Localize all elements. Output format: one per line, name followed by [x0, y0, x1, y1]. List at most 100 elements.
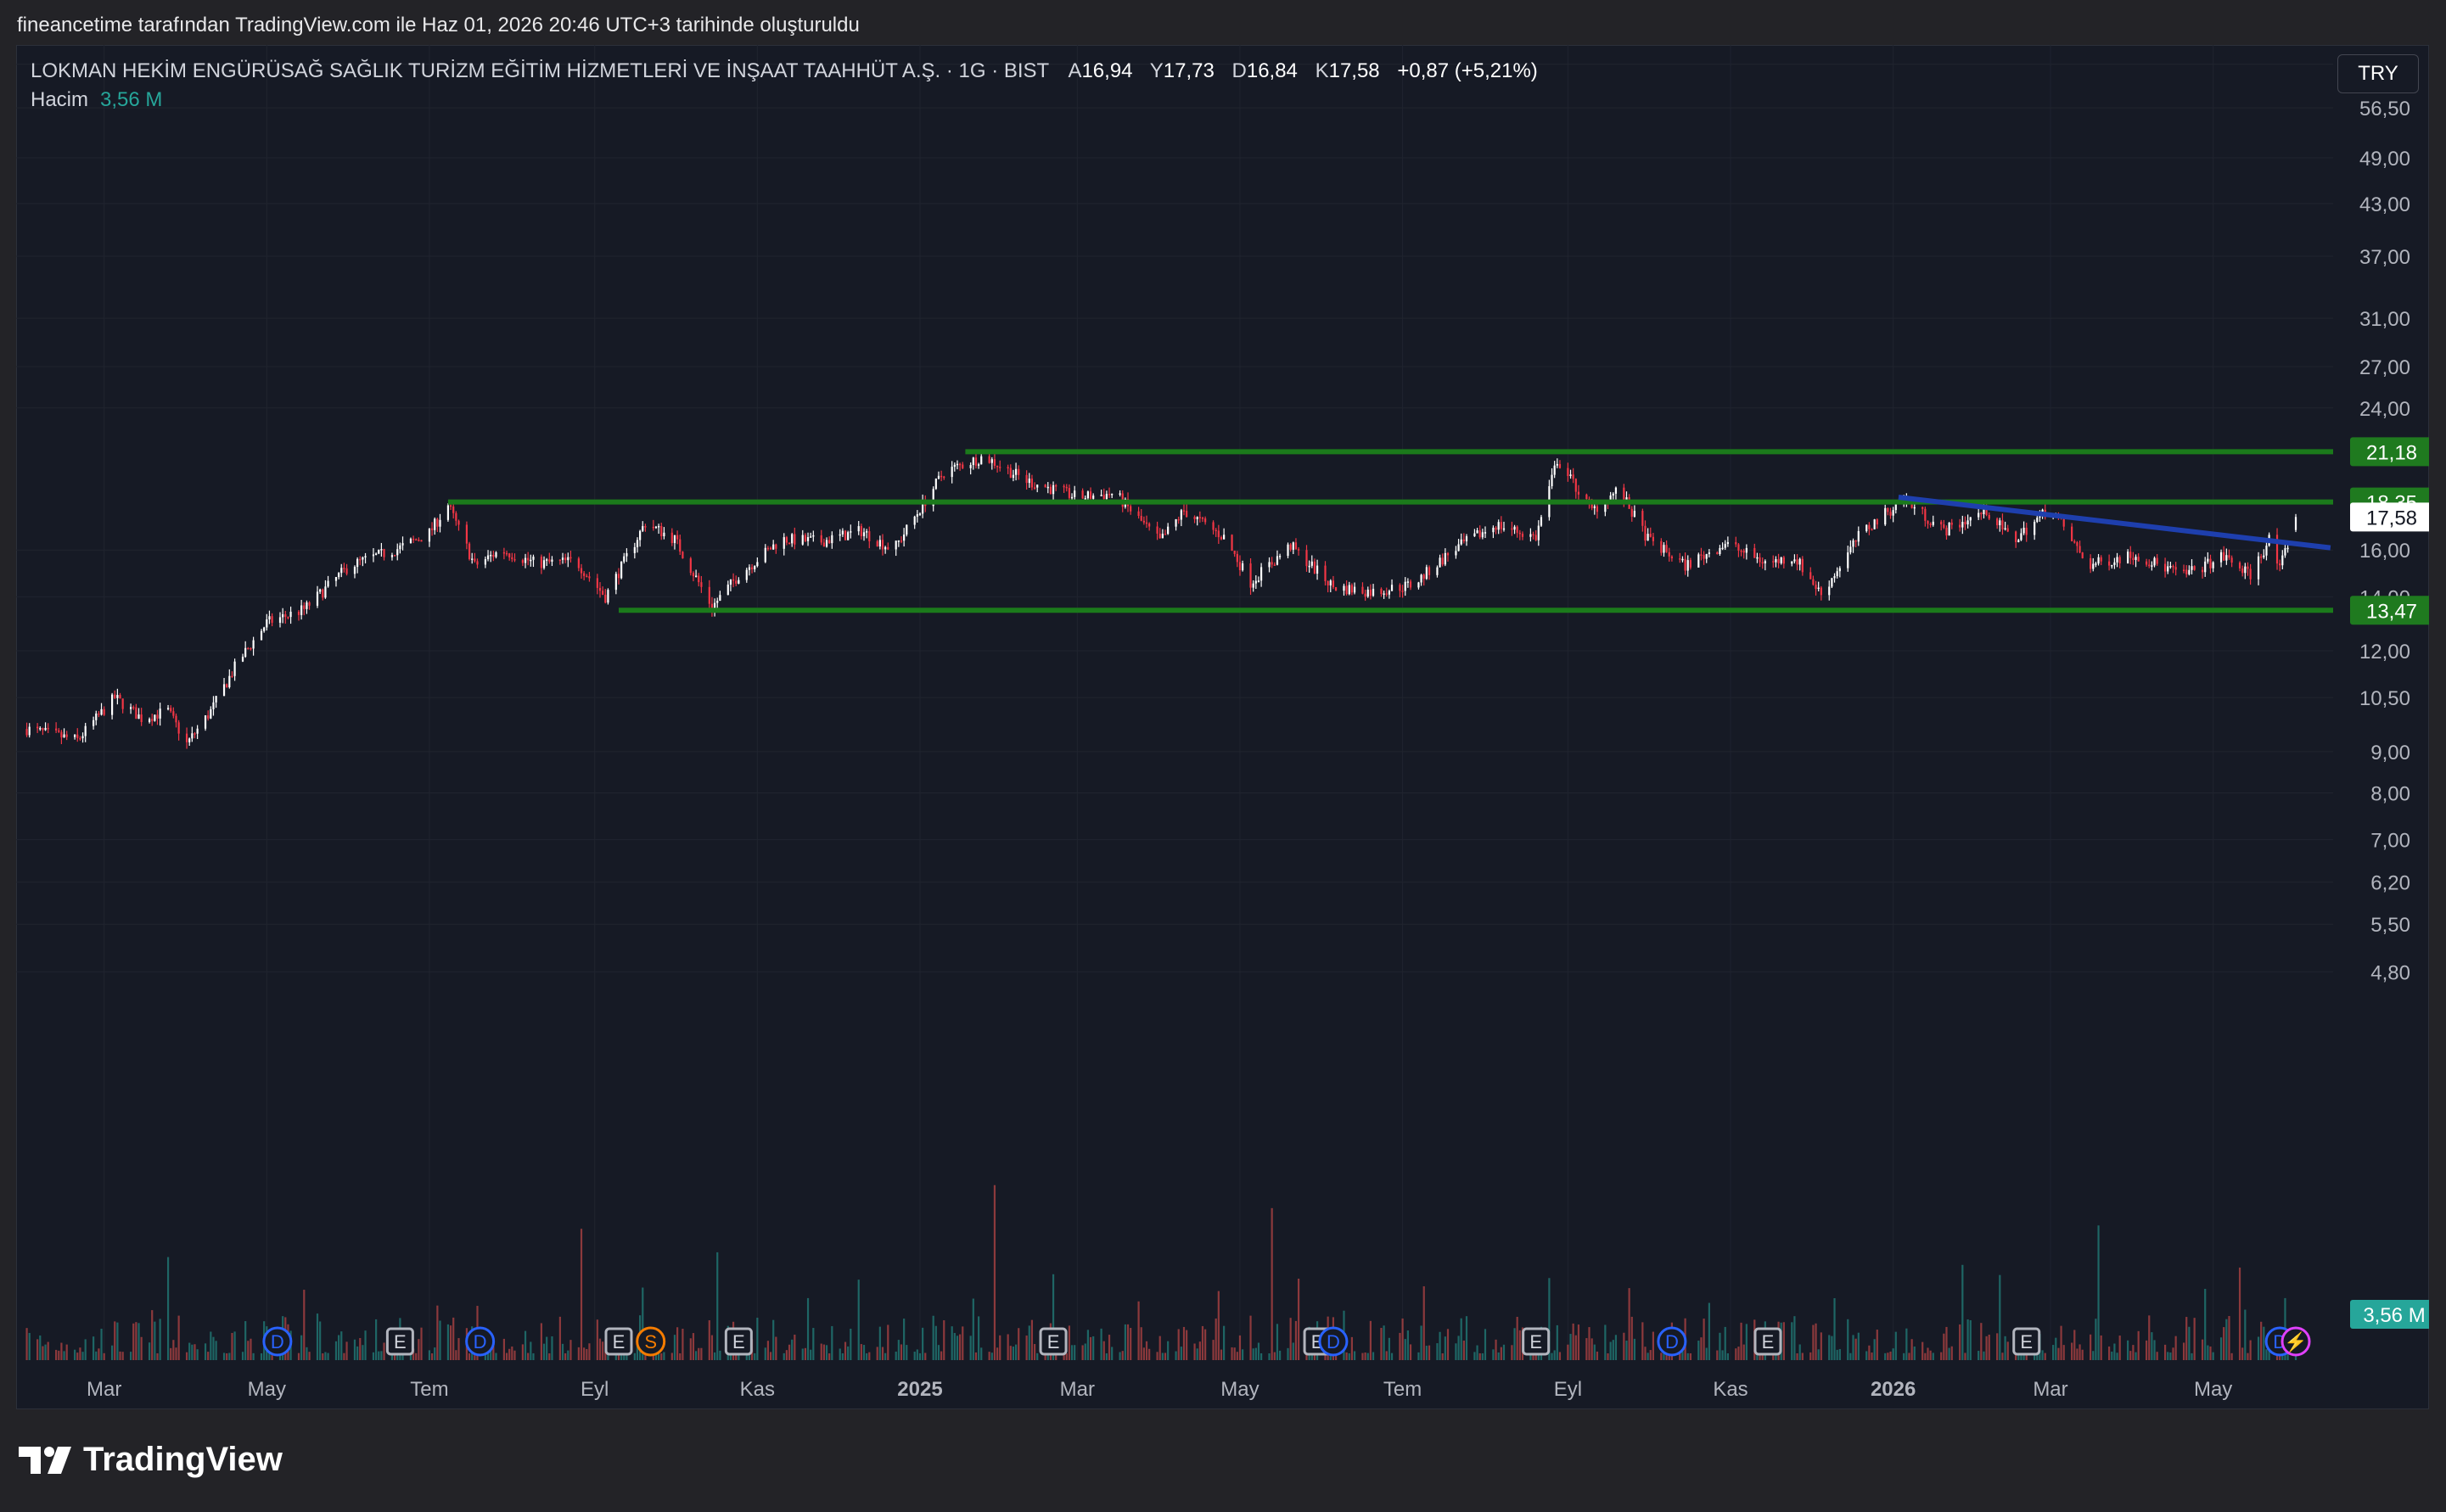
candle-body — [794, 534, 796, 545]
candle-body — [700, 582, 703, 587]
earnings-marker[interactable] — [1039, 1327, 1068, 1356]
candle-body — [1313, 561, 1316, 574]
candle-body — [1068, 488, 1071, 498]
candle-body — [364, 556, 367, 557]
earnings-marker[interactable] — [2012, 1327, 2041, 1356]
earnings-marker[interactable] — [724, 1327, 753, 1356]
candle-body — [2127, 552, 2129, 563]
volume-bar — [716, 1252, 719, 1360]
candle-body — [476, 561, 479, 565]
volume-bar — [2004, 1336, 2006, 1360]
volume-bar — [2204, 1289, 2207, 1360]
candle-body — [1334, 587, 1338, 591]
candle-body — [820, 535, 822, 543]
currency-button[interactable]: TRY — [2337, 54, 2419, 93]
volume-bar — [2034, 1352, 2036, 1360]
candle-body — [434, 518, 436, 530]
volume-bar — [1126, 1324, 1130, 1360]
price-chart[interactable]: 64,0056,5049,0043,0037,0031,0027,0024,00… — [16, 45, 2429, 1409]
volume-bar — [1074, 1345, 1076, 1360]
split-marker[interactable] — [636, 1326, 666, 1357]
candle-body — [2191, 566, 2193, 570]
news-marker[interactable] — [2281, 1326, 2311, 1357]
dividend-marker[interactable] — [262, 1326, 293, 1357]
volume-bar — [39, 1335, 42, 1360]
volume-bar — [495, 1352, 497, 1360]
earnings-marker[interactable] — [1753, 1327, 1782, 1356]
candle-body — [713, 602, 716, 611]
volume-bar — [1950, 1346, 1953, 1360]
candle-body — [1894, 503, 1897, 511]
volume-bar — [860, 1344, 862, 1360]
candle-body — [839, 534, 841, 536]
last-price-label-bg — [2350, 502, 2429, 532]
candle-body — [1177, 518, 1180, 521]
volume-bar — [231, 1332, 233, 1360]
candle-body — [1399, 585, 1401, 591]
volume-bar — [1574, 1335, 1577, 1360]
candle-body — [2182, 569, 2185, 571]
candle-body — [862, 532, 866, 536]
volume-bar — [951, 1326, 953, 1360]
volume-bar — [1735, 1348, 1737, 1360]
volume-bar — [2167, 1352, 2169, 1360]
candle-body — [788, 542, 791, 545]
volume-bar — [172, 1340, 175, 1360]
candle-body — [1753, 547, 1756, 558]
candle-body — [1782, 557, 1785, 564]
volume-bar — [2118, 1336, 2121, 1360]
volume-bar — [1548, 1278, 1551, 1360]
earnings-marker[interactable] — [385, 1327, 414, 1356]
candle-body — [119, 695, 121, 699]
volume-bar — [801, 1348, 804, 1360]
candle-body — [484, 559, 487, 565]
candle-body — [1254, 580, 1257, 584]
event-marker-letter: D — [271, 1331, 284, 1352]
trendline[interactable] — [1898, 495, 2331, 551]
candle-body — [2135, 557, 2137, 560]
candle-body — [1828, 586, 1831, 596]
volume-bar — [1009, 1346, 1012, 1360]
earnings-marker[interactable] — [604, 1327, 633, 1356]
volume-bar — [972, 1298, 974, 1360]
candle-body — [81, 736, 84, 739]
volume-bar — [210, 1331, 212, 1360]
volume-label[interactable]: Hacim — [31, 88, 89, 111]
volume-bar — [1828, 1335, 1831, 1360]
candle-body — [1681, 558, 1684, 561]
dividend-marker[interactable] — [1318, 1326, 1349, 1357]
candle-body — [132, 707, 135, 708]
volume-bar — [1796, 1352, 1798, 1360]
candle-body — [159, 708, 161, 719]
candle-body — [1513, 526, 1516, 530]
dividend-marker[interactable] — [465, 1326, 496, 1357]
volume-bar — [1018, 1328, 1020, 1360]
candle-body — [1644, 525, 1647, 541]
volume-bar — [1025, 1336, 1028, 1360]
symbol-title[interactable]: LOKMAN HEKİM ENGÜRÜSAĞ SAĞLIK TURİZM EĞİ… — [31, 59, 1049, 82]
volume-bar — [1289, 1318, 1292, 1360]
volume-bar — [1905, 1328, 1908, 1360]
tradingview-logo[interactable]: TradingView — [19, 1441, 283, 1479]
volume-bar — [114, 1321, 116, 1360]
volume-bar — [969, 1336, 972, 1360]
volume-bar — [222, 1352, 226, 1360]
candle-body — [596, 578, 598, 588]
volume-bar — [1884, 1352, 1887, 1360]
candle-body — [1585, 494, 1588, 500]
volume-bar — [58, 1350, 60, 1360]
candle-body — [1249, 563, 1252, 588]
volume-bar — [676, 1327, 679, 1360]
volume-bar — [1436, 1343, 1439, 1360]
volume-bar — [564, 1352, 567, 1360]
candle-body — [247, 647, 250, 650]
volume-bar — [551, 1336, 553, 1360]
candle-body — [1422, 574, 1425, 580]
x-tick-label: 2025 — [897, 1378, 942, 1401]
volume-bar — [2212, 1352, 2214, 1360]
volume-bar — [204, 1343, 207, 1360]
candle-body — [1985, 506, 1988, 515]
dividend-marker[interactable] — [1657, 1326, 1687, 1357]
volume-bar — [2041, 1350, 2044, 1360]
earnings-marker[interactable] — [1522, 1327, 1551, 1356]
